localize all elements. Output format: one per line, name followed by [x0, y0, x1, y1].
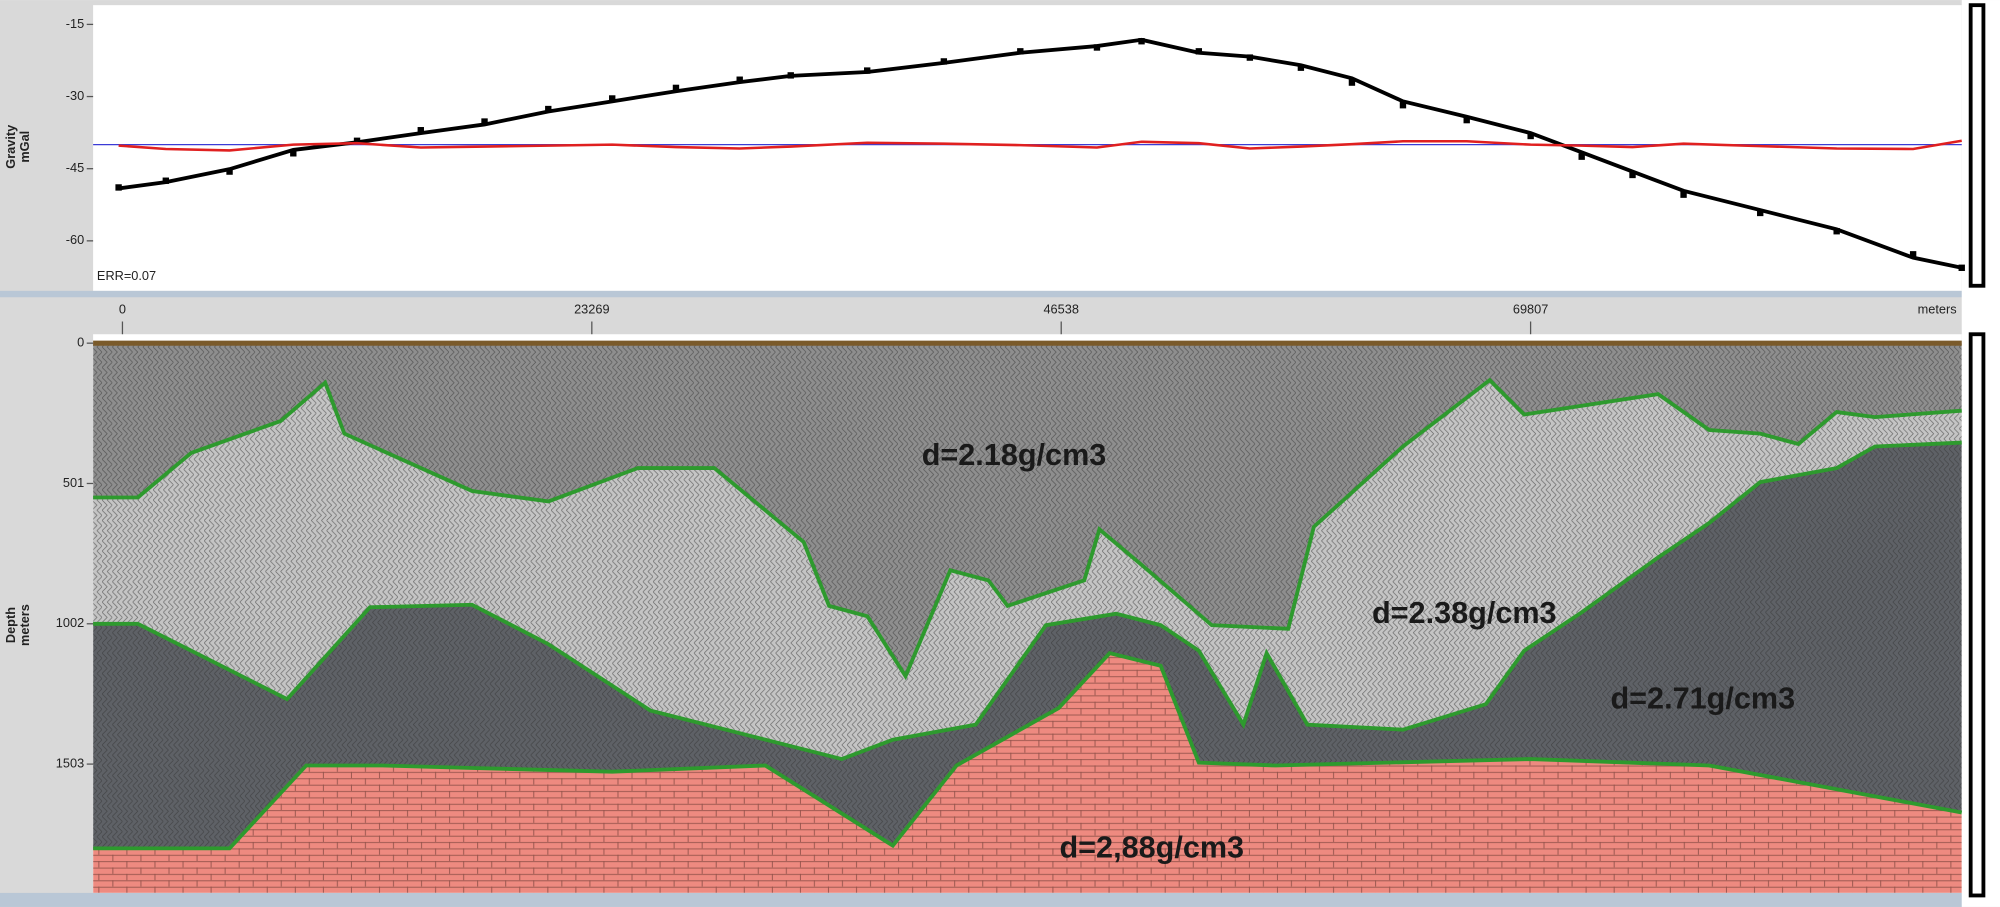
x-tick-label: 69807: [1513, 301, 1548, 316]
y-tick-label: -15: [66, 16, 84, 31]
y-axis-label: Gravity: [3, 124, 18, 169]
gravity-plot-area: [93, 5, 1962, 291]
scroll-thumb[interactable]: [1968, 3, 1986, 288]
gravity-panel: -15 -30 -45 -60 Gravity mGal ERR=0.07: [3, 16, 1965, 283]
observed-point: [736, 76, 743, 83]
layer-texture: [93, 343, 1962, 677]
y-axis-label: mGal: [17, 131, 32, 163]
splitter: [0, 290, 2000, 298]
y-axis-label: meters: [17, 604, 32, 646]
x-tick-label: 0: [119, 301, 126, 316]
layer-boundary: [93, 651, 1963, 851]
density-label: d=2.18g/cm3: [922, 438, 1107, 472]
y-tick-label: 1503: [56, 755, 84, 770]
bottom-bar: [0, 892, 2000, 907]
x-tick-label: 23269: [574, 301, 609, 316]
observed-point: [609, 95, 616, 102]
layer-boundary: [93, 440, 1962, 762]
observed-point: [1463, 116, 1470, 124]
observed-point: [417, 127, 424, 134]
layer-texture: [93, 442, 1962, 849]
y-axis-label: Depth: [3, 607, 18, 643]
observed-point: [290, 150, 297, 157]
density-label: d=2.71g/cm3: [1610, 681, 1795, 715]
layer-texture: [93, 653, 1962, 893]
y-tick-label: 0: [77, 335, 84, 350]
error-line: [118, 139, 1962, 152]
layer-boundary: [93, 377, 1962, 681]
y-tick-label: 501: [63, 475, 84, 490]
section-panel: d=2.18g/cm3 d=2.38g/cm3 d=2.71g/cm3 d=2,88g…: [3, 301, 1963, 893]
x-tick-label: 46538: [1043, 301, 1078, 316]
scroll-thumb[interactable]: [1968, 332, 1986, 898]
observed-point: [1909, 251, 1917, 258]
observed-point: [1348, 79, 1356, 86]
layer-texture: [93, 380, 1962, 760]
y-tick-label: 1002: [56, 615, 84, 630]
density-label: d=2,88g/cm3: [1059, 831, 1244, 865]
observed-point: [1757, 209, 1764, 217]
observed-point: [226, 168, 233, 175]
layers: [93, 343, 1962, 893]
observed-point: [481, 118, 488, 125]
observed-point: [1680, 191, 1687, 198]
y-tick-label: -30: [66, 88, 84, 103]
observed-point: [1527, 132, 1534, 140]
density-label: d=2.38g/cm3: [1372, 596, 1557, 630]
observed-point: [545, 105, 552, 113]
y-tick-label: -60: [66, 232, 84, 247]
observed-point: [1399, 102, 1407, 109]
y-tick-label: -45: [66, 160, 84, 175]
error-annotation: ERR=0.07: [97, 268, 156, 283]
observed-point: [1297, 64, 1305, 71]
scrollbar[interactable]: [1961, 0, 2000, 907]
calculated-line: [118, 37, 1963, 270]
observed-point: [672, 84, 680, 92]
observed-point: [1629, 171, 1636, 179]
x-axis-label: meters: [1918, 301, 1957, 316]
observed-point: [1578, 153, 1585, 160]
